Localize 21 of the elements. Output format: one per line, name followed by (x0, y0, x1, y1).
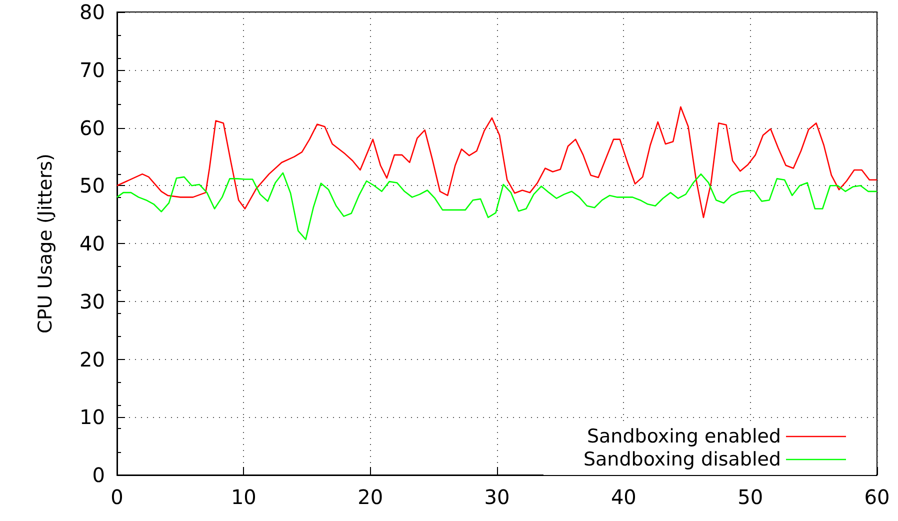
y-tick-label: 0 (92, 463, 105, 487)
x-tick-label: 10 (230, 485, 256, 509)
y-axis-title: CPU Usage (Jitters) (34, 154, 56, 334)
y-tick-label: 10 (80, 405, 105, 430)
x-tick-label: 20 (358, 485, 384, 509)
y-tick-label: 60 (80, 116, 105, 140)
y-tick-label: 20 (80, 347, 105, 372)
x-tick-label: 30 (484, 485, 510, 509)
legend-label: Sandboxing disabled (583, 448, 781, 470)
legend-label: Sandboxing enabled (586, 426, 781, 448)
y-tick-label: 30 (80, 289, 105, 314)
y-tick-label: 70 (80, 58, 105, 82)
y-tick-label: 80 (80, 0, 105, 24)
line-series (116, 172, 878, 240)
y-tick-label: 40 (80, 232, 105, 256)
x-tick-label: 0 (110, 485, 124, 509)
x-tick-label: 40 (610, 485, 636, 509)
line-series (116, 106, 878, 218)
x-tick-label: 60 (864, 485, 890, 509)
x-tick-label: 50 (738, 485, 764, 509)
y-tick-label: 50 (80, 174, 105, 198)
